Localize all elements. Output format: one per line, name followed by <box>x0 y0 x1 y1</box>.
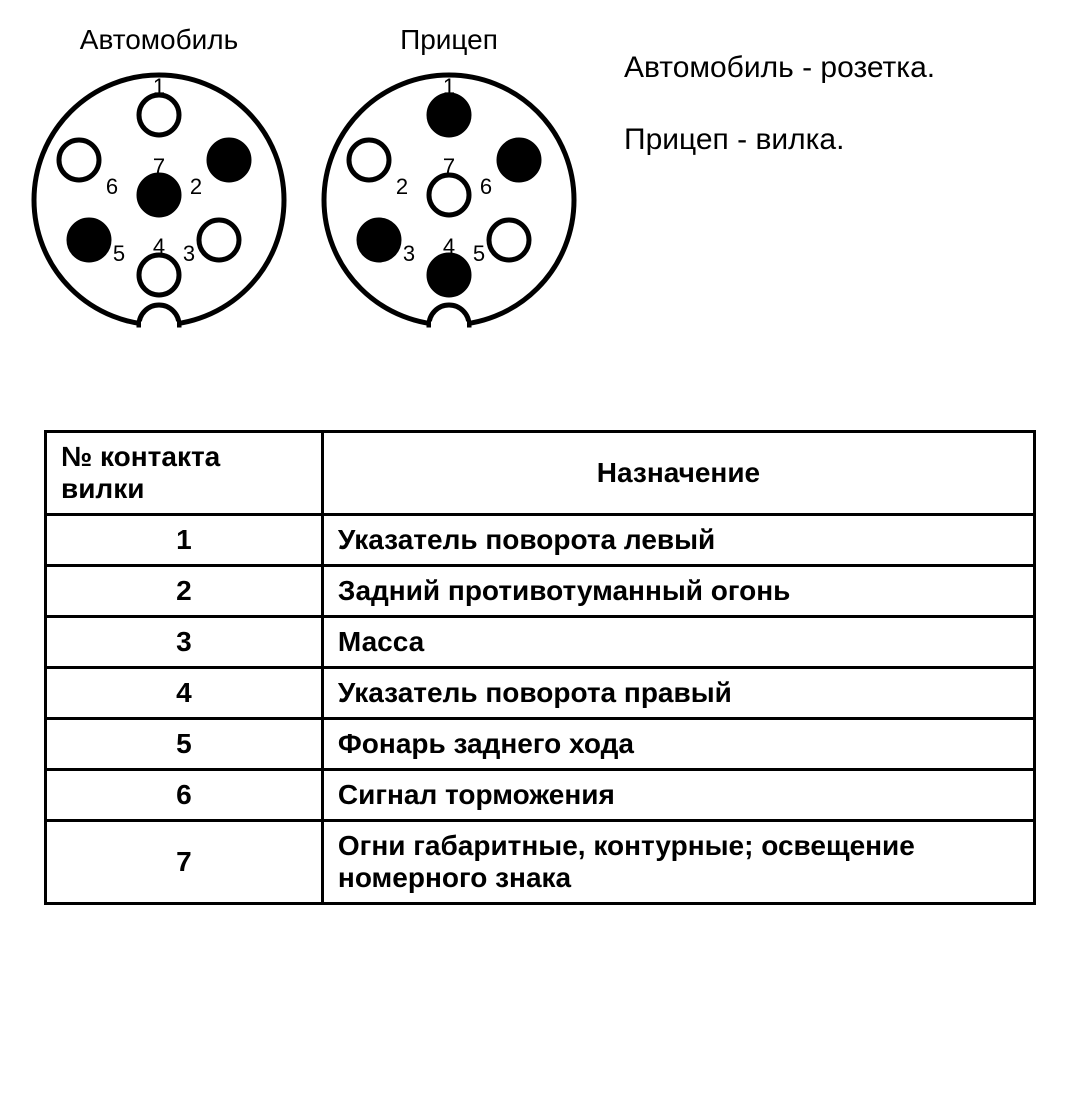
table-cell-desc: Огни габаритные, контурные; освещение но… <box>322 821 1034 904</box>
table-row: 1Указатель поворота левый <box>46 515 1035 566</box>
table-cell-num: 7 <box>46 821 323 904</box>
table-header-desc: Назначение <box>322 432 1034 515</box>
side-text-line1: Автомобиль - розетка. <box>624 44 935 92</box>
table-row: 4Указатель поворота правый <box>46 668 1035 719</box>
pin-table: № контакта вилки Назначение 1Указатель п… <box>44 430 1036 905</box>
table-cell-desc: Фонарь заднего хода <box>322 719 1034 770</box>
pin-label-7: 7 <box>443 154 455 179</box>
pin-label-2: 2 <box>396 174 408 199</box>
table-row: 6Сигнал торможения <box>46 770 1035 821</box>
connector-diagram-car: 1 2 34 5 6 7 <box>24 60 294 340</box>
pin-label-2: 2 <box>190 174 202 199</box>
pin-label-7: 7 <box>153 154 165 179</box>
pin-label-5: 5 <box>473 241 485 266</box>
connector-trailer: Прицеп1234567 <box>314 24 584 340</box>
pin-3 <box>199 220 239 260</box>
table-cell-num: 1 <box>46 515 323 566</box>
side-text-line2: Прицеп - вилка. <box>624 116 935 164</box>
pin-5 <box>489 220 529 260</box>
table-cell-desc: Указатель поворота правый <box>322 668 1034 719</box>
pin-label-4: 4 <box>443 234 455 259</box>
table-cell-num: 6 <box>46 770 323 821</box>
pin-6 <box>59 140 99 180</box>
pin-label-3: 3 <box>403 241 415 266</box>
pin-2 <box>209 140 249 180</box>
table-cell-desc: Масса <box>322 617 1034 668</box>
pin-7 <box>139 175 179 215</box>
connector-car: Автомобиль 1 2 34 5 6 7 <box>24 24 294 340</box>
connector-diagram-trailer: 1234567 <box>314 60 584 340</box>
pin-4 <box>429 255 469 295</box>
table-row: 5Фонарь заднего хода <box>46 719 1035 770</box>
pin-5 <box>69 220 109 260</box>
table-cell-num: 4 <box>46 668 323 719</box>
table-cell-num: 2 <box>46 566 323 617</box>
connectors-group: Автомобиль1234567Прицеп1234567 <box>24 24 584 340</box>
pin-1 <box>429 95 469 135</box>
pin-label-6: 6 <box>106 174 118 199</box>
pin-3 <box>359 220 399 260</box>
pin-label-1: 1 <box>153 74 165 99</box>
table-cell-desc: Сигнал торможения <box>322 770 1034 821</box>
pin-label-4: 4 <box>153 234 165 259</box>
pin-2 <box>349 140 389 180</box>
pin-1 <box>139 95 179 135</box>
table-cell-num: 3 <box>46 617 323 668</box>
table-row: 2Задний противотуманный огонь <box>46 566 1035 617</box>
pin-4 <box>139 255 179 295</box>
table-header-num: № контакта вилки <box>46 432 323 515</box>
top-row: Автомобиль1234567Прицеп1234567 Автомобил… <box>24 24 1056 340</box>
table-cell-desc: Указатель поворота левый <box>322 515 1034 566</box>
pin-6 <box>499 140 539 180</box>
table-cell-desc: Задний противотуманный огонь <box>322 566 1034 617</box>
pin-label-6: 6 <box>480 174 492 199</box>
table-row: 3Масса <box>46 617 1035 668</box>
side-text: Автомобиль - розетка. Прицеп - вилка. <box>624 24 935 188</box>
pin-label-5: 5 <box>113 241 125 266</box>
connector-title-car: Автомобиль <box>80 24 238 56</box>
table-row: 7Огни габаритные, контурные; освещение н… <box>46 821 1035 904</box>
connector-title-trailer: Прицеп <box>400 24 498 56</box>
pin-7 <box>429 175 469 215</box>
table-cell-num: 5 <box>46 719 323 770</box>
pin-table-wrap: № контакта вилки Назначение 1Указатель п… <box>24 430 1056 905</box>
pin-label-3: 3 <box>183 241 195 266</box>
pin-label-1: 1 <box>443 74 455 99</box>
